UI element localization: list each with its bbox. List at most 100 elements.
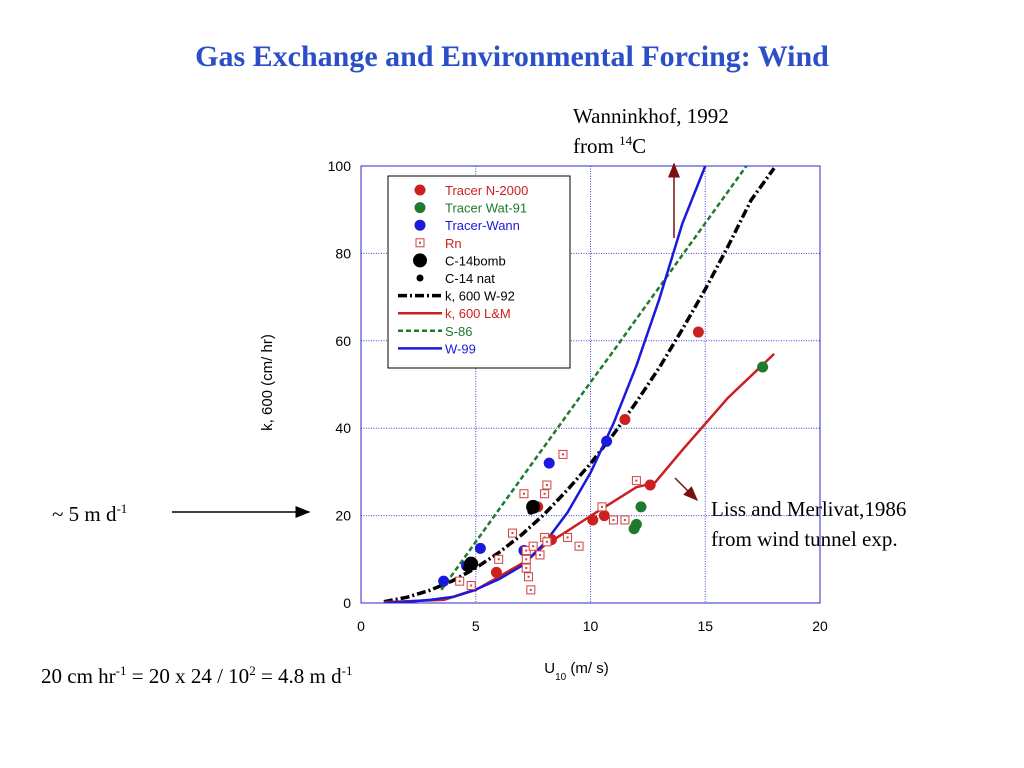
rn-square-dot — [458, 580, 461, 583]
x-tick-label: 10 — [583, 618, 599, 634]
rn-square-dot — [525, 567, 528, 570]
legend-entry: Tracer N-2000 — [414, 183, 528, 198]
x-tick-label: 5 — [472, 618, 480, 634]
data-point — [619, 413, 631, 425]
legend-label: C-14 nat — [445, 271, 495, 286]
data-point — [608, 515, 618, 525]
annotation-liss-line1: Liss and Merlivat,1986 — [711, 497, 907, 521]
data-point — [598, 510, 610, 522]
annotation-liss-merlivat: Liss and Merlivat,1986 from wind tunnel … — [711, 494, 906, 554]
legend-label: k, 600 W-92 — [445, 289, 515, 304]
legend-marker — [414, 202, 426, 214]
annotation-carbon-text: C — [632, 134, 647, 158]
data-point — [527, 507, 535, 515]
data-point — [563, 532, 573, 542]
series-points — [438, 326, 769, 595]
data-point — [474, 542, 486, 554]
legend-marker — [414, 219, 426, 231]
data-point — [521, 554, 531, 564]
axes: 0 5 10 15 20 0 20 40 60 80 100 U10 (m/ s) k, 600 (cm… — [259, 158, 828, 683]
rn-square-dot — [532, 545, 535, 548]
data-point — [542, 537, 552, 547]
rn-square-dot — [525, 549, 528, 552]
legend-marker — [415, 238, 425, 248]
rn-square-dot — [578, 545, 581, 548]
x-axis-label: U10 (m/ s) — [544, 660, 608, 683]
conversion-equation: 20 cm hr-1 = 20 x 24 / 102 = 4.8 m d-1 — [41, 661, 352, 691]
equation-part-1: 20 cm hr — [41, 664, 116, 688]
data-point — [540, 489, 550, 499]
data-point — [463, 564, 471, 572]
data-point — [630, 518, 642, 530]
x-tick-label: 20 — [812, 618, 828, 634]
rn-square-dot — [545, 484, 548, 487]
legend-entry: k, 600 L&M — [398, 306, 511, 321]
y-tick-label: 100 — [328, 158, 352, 174]
y-tick-label: 80 — [335, 245, 351, 261]
rn-square-dot — [566, 536, 569, 539]
equation-sup-3: -1 — [341, 663, 353, 678]
legend-entry: Tracer-Wann — [414, 218, 520, 233]
annotation-wanninkhof: Wanninkhof, 1992 from 14C — [573, 101, 729, 161]
data-point — [528, 541, 538, 551]
grid-lines — [361, 166, 820, 603]
legend-label: C-14bomb — [445, 253, 506, 268]
rn-square-dot — [543, 492, 546, 495]
annotation-five-m-per-day: ~ 5 m d-1 — [52, 499, 127, 529]
data-point — [601, 435, 613, 447]
legend-label: S-86 — [445, 324, 472, 339]
rn-square-dot — [470, 584, 473, 587]
data-point — [466, 581, 476, 591]
annotation-five-superscript: -1 — [116, 501, 128, 516]
data-point — [519, 489, 529, 499]
series-line — [440, 166, 748, 591]
rn-square-dot — [623, 518, 626, 521]
data-point — [574, 541, 584, 551]
data-point — [494, 554, 504, 564]
data-point — [526, 585, 536, 595]
equation-sup-1: -1 — [115, 663, 127, 678]
legend-entry: k, 600 W-92 — [398, 289, 515, 304]
data-point — [558, 449, 568, 459]
data-point — [635, 501, 647, 513]
annotation-isotope-superscript: 14 — [619, 133, 633, 148]
legend-entry: Tracer Wat-91 — [414, 201, 527, 216]
legend-marker — [414, 184, 426, 196]
rn-square-dot — [525, 558, 528, 561]
legend-label: k, 600 L&M — [445, 306, 511, 321]
legend-entry: C-14 nat — [416, 271, 495, 286]
legend-entry: W-99 — [398, 341, 476, 356]
data-point — [587, 514, 599, 526]
liss-merlivat-arrow — [674, 477, 699, 502]
slide-title: Gas Exchange and Environmental Forcing: … — [195, 40, 829, 73]
data-point — [620, 515, 630, 525]
data-point — [542, 480, 552, 490]
legend-label: Rn — [445, 236, 462, 251]
legend-label: W-99 — [445, 341, 476, 356]
rn-square-dot — [522, 492, 525, 495]
data-point — [543, 457, 555, 469]
rn-square-dot — [497, 558, 500, 561]
rn-square-dot — [529, 588, 532, 591]
x-tick-label: 15 — [697, 618, 713, 634]
equation-part-3: = 4.8 m d — [255, 664, 342, 688]
data-point — [490, 566, 502, 578]
x-tick-label: 0 — [357, 618, 365, 634]
rn-square-dot — [539, 553, 542, 556]
rn-square-dot — [561, 453, 564, 456]
annotation-five-text: ~ 5 m d — [52, 502, 117, 526]
series-line — [383, 166, 708, 603]
equation-sup-2: 2 — [249, 663, 256, 678]
legend-entry: C-14bomb — [413, 253, 506, 268]
data-point — [524, 572, 534, 582]
data-point — [644, 479, 656, 491]
legend: Tracer N-2000 Tracer Wat-91 Tracer-Wann Rn C… — [387, 175, 571, 369]
plot-frame — [360, 165, 821, 604]
rn-square-dot — [612, 518, 615, 521]
legend-marker — [413, 253, 427, 268]
rn-square-dot — [511, 532, 514, 535]
y-tick-label: 20 — [335, 508, 351, 524]
rn-square-dot — [419, 241, 421, 244]
equation-part-2: = 20 x 24 / 10 — [126, 664, 250, 688]
